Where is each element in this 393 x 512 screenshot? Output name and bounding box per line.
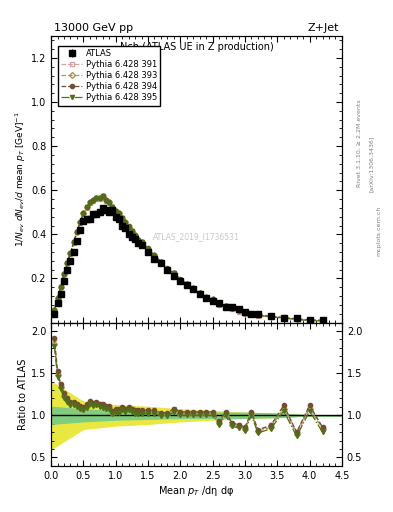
Pythia 6.428 393 xyxy=(320,317,325,324)
Text: 13000 GeV pp: 13000 GeV pp xyxy=(54,23,133,33)
Pythia 6.428 395 xyxy=(204,294,209,301)
Pythia 6.428 395 xyxy=(307,317,312,324)
Pythia 6.428 391 xyxy=(204,295,209,302)
Pythia 6.428 394 xyxy=(104,197,108,203)
Pythia 6.428 391 xyxy=(307,317,312,324)
Pythia 6.428 391 xyxy=(184,282,189,288)
Pythia 6.428 394 xyxy=(52,307,57,313)
Pythia 6.428 393 xyxy=(101,193,105,199)
Line: Pythia 6.428 394: Pythia 6.428 394 xyxy=(52,194,325,323)
Text: Z+Jet: Z+Jet xyxy=(307,23,339,33)
Line: Pythia 6.428 391: Pythia 6.428 391 xyxy=(52,195,325,323)
Pythia 6.428 394 xyxy=(88,199,92,205)
Pythia 6.428 391 xyxy=(107,200,112,206)
Pythia 6.428 391 xyxy=(320,318,325,324)
Pythia 6.428 393 xyxy=(307,317,312,323)
Pythia 6.428 395 xyxy=(101,193,105,199)
Pythia 6.428 394 xyxy=(184,281,189,287)
Pythia 6.428 391 xyxy=(88,200,92,206)
Pythia 6.428 394 xyxy=(307,317,312,323)
X-axis label: Mean $p_T$ /dη dφ: Mean $p_T$ /dη dφ xyxy=(158,483,235,498)
Pythia 6.428 393 xyxy=(52,307,57,313)
Pythia 6.428 391 xyxy=(104,198,108,204)
Text: mcplots.cern.ch: mcplots.cern.ch xyxy=(377,205,382,255)
Y-axis label: Ratio to ATLAS: Ratio to ATLAS xyxy=(18,358,28,430)
Line: Pythia 6.428 393: Pythia 6.428 393 xyxy=(52,194,325,323)
Pythia 6.428 395 xyxy=(88,200,92,206)
Pythia 6.428 395 xyxy=(184,281,189,287)
Pythia 6.428 393 xyxy=(107,199,112,205)
Text: ATLAS_2019_I1736531: ATLAS_2019_I1736531 xyxy=(153,232,240,241)
Pythia 6.428 395 xyxy=(104,198,108,204)
Pythia 6.428 394 xyxy=(320,317,325,324)
Pythia 6.428 393 xyxy=(88,199,92,205)
Pythia 6.428 393 xyxy=(204,294,209,300)
Pythia 6.428 393 xyxy=(184,281,189,287)
Pythia 6.428 395 xyxy=(52,308,57,314)
Pythia 6.428 394 xyxy=(107,199,112,205)
Pythia 6.428 391 xyxy=(52,307,57,313)
Line: Pythia 6.428 395: Pythia 6.428 395 xyxy=(52,194,325,323)
Pythia 6.428 394 xyxy=(101,193,105,199)
Text: Rivet 3.1.10, ≥ 2.2M events: Rivet 3.1.10, ≥ 2.2M events xyxy=(357,99,362,187)
Pythia 6.428 393 xyxy=(104,197,108,203)
Pythia 6.428 394 xyxy=(204,294,209,300)
Text: Nch (ATLAS UE in Z production): Nch (ATLAS UE in Z production) xyxy=(119,41,274,52)
Y-axis label: $1/N_{ev}$ $dN_{ev}/d$ mean $p_T$ [GeV]$^{-1}$: $1/N_{ev}$ $dN_{ev}/d$ mean $p_T$ [GeV]$… xyxy=(14,111,28,247)
Text: [arXiv:1306.3436]: [arXiv:1306.3436] xyxy=(369,136,374,192)
Pythia 6.428 391 xyxy=(101,194,105,200)
Pythia 6.428 395 xyxy=(107,200,112,206)
Legend: ATLAS, Pythia 6.428 391, Pythia 6.428 393, Pythia 6.428 394, Pythia 6.428 395: ATLAS, Pythia 6.428 391, Pythia 6.428 39… xyxy=(58,46,160,106)
Pythia 6.428 395 xyxy=(320,318,325,324)
